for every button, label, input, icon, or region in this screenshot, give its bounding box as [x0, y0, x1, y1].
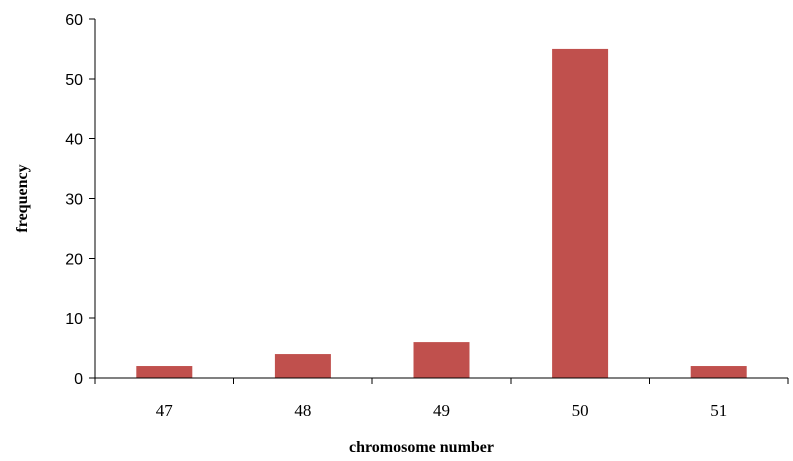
y-tick-label: 60 — [65, 12, 83, 29]
x-tick-label: 50 — [572, 401, 589, 420]
bar-51 — [690, 366, 747, 378]
x-axis-title: chromosome number — [349, 439, 494, 456]
bar-48 — [274, 354, 331, 378]
bar-47 — [136, 366, 193, 378]
y-tick-label: 30 — [65, 192, 83, 209]
y-axis-title: frequency — [14, 164, 31, 232]
y-tick-label: 0 — [74, 371, 83, 388]
y-tick-label: 50 — [65, 72, 83, 89]
bar-50 — [552, 48, 609, 379]
x-tick-label: 49 — [433, 401, 450, 420]
y-tick-label: 40 — [65, 132, 83, 149]
x-tick-label: 47 — [156, 401, 174, 420]
y-tick-label: 20 — [65, 251, 83, 268]
x-tick-label: 48 — [294, 401, 311, 420]
y-tick-label: 10 — [65, 311, 83, 328]
x-axis-ticks: 47 48 49 50 51 — [94, 378, 789, 420]
bar-49 — [413, 342, 470, 378]
bars-group — [136, 48, 747, 379]
y-axis-ticks: 0 10 20 30 40 50 60 — [65, 12, 95, 388]
x-tick-label: 51 — [710, 401, 727, 420]
